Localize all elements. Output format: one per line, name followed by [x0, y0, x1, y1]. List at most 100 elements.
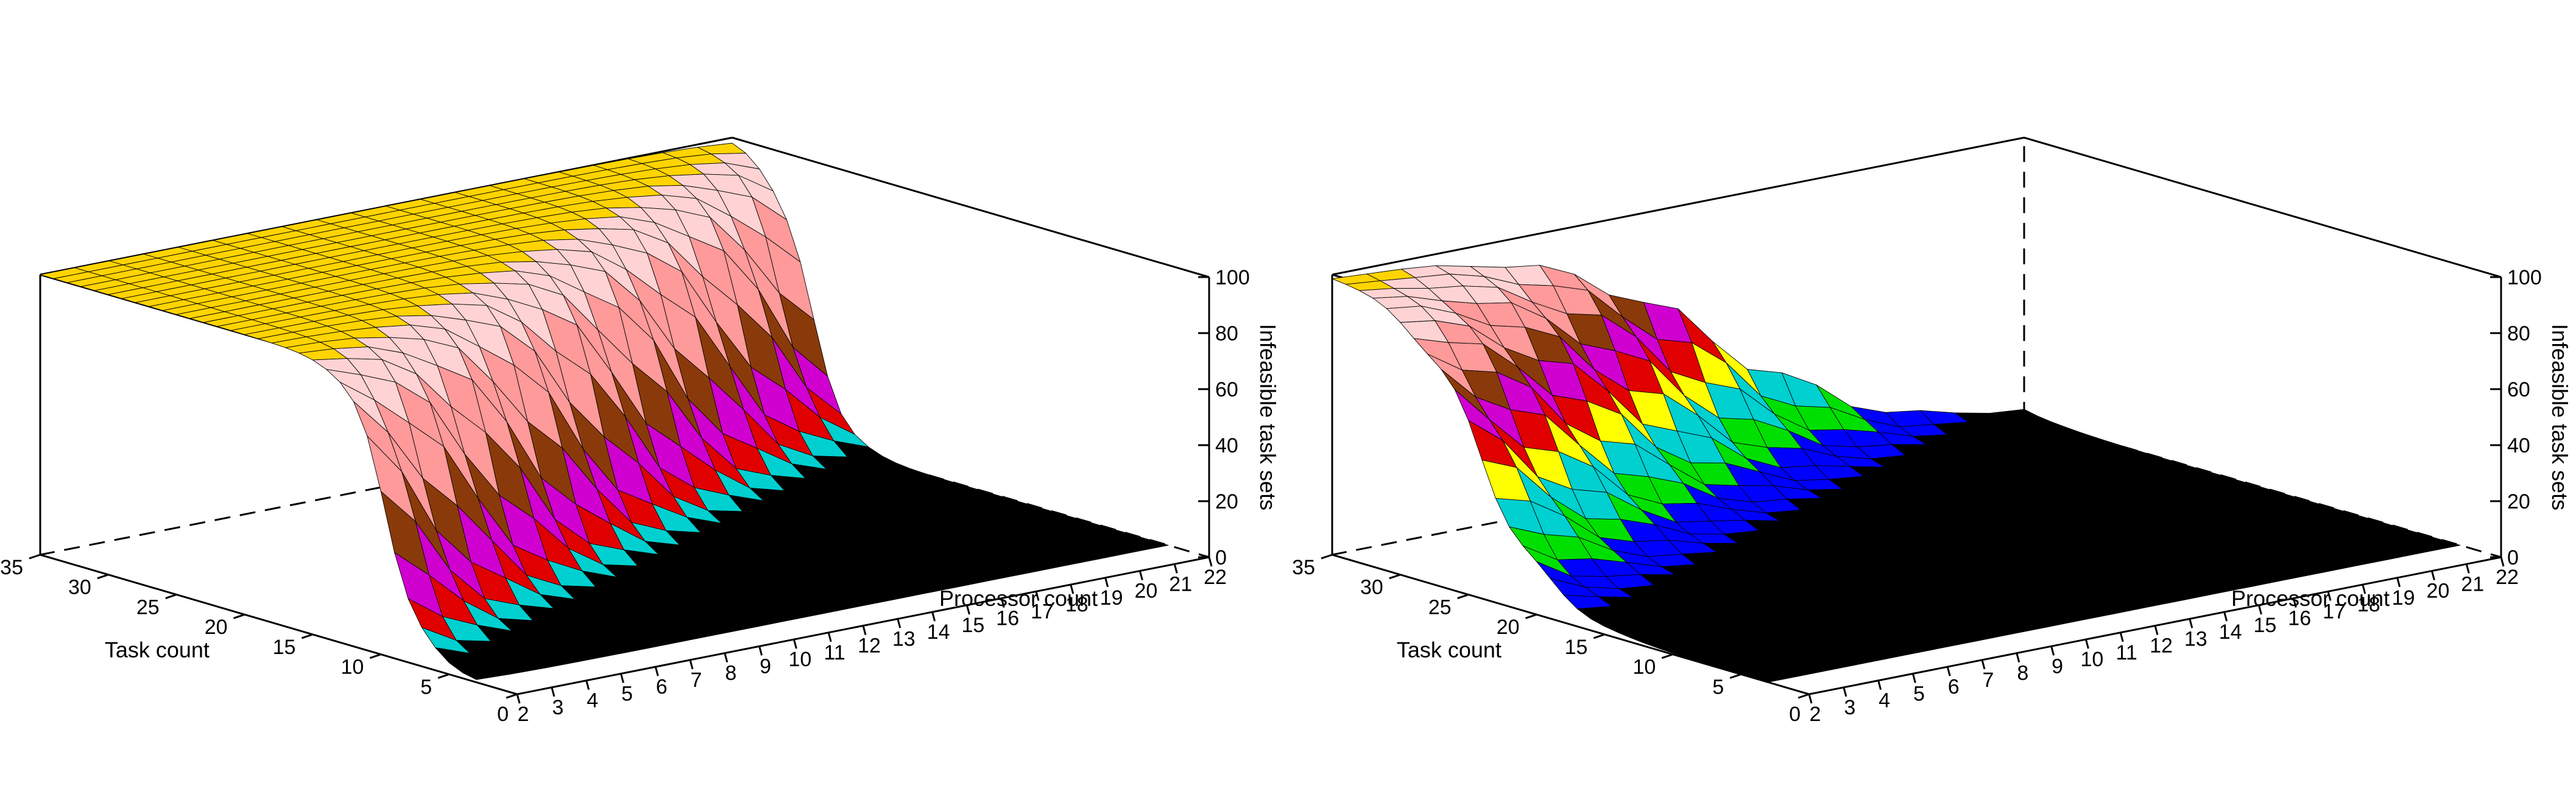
x-tick	[827, 632, 832, 642]
x-tick-label: 16	[2288, 607, 2311, 630]
x-tick	[1877, 680, 1882, 690]
x-tick	[1173, 563, 1178, 574]
y-axis-title: Task count	[1397, 638, 1501, 663]
origin-tick-label: 0	[497, 703, 509, 726]
x-tick-label: 3	[552, 696, 563, 719]
x-tick-label: 16	[996, 607, 1019, 630]
x-tick-label: 10	[788, 648, 811, 671]
origin-tick-label: 0	[1789, 703, 1801, 726]
y-tick	[1593, 633, 1605, 639]
y-tick-label: 10	[341, 656, 364, 679]
z-axis-title: Infeasible task sets	[1255, 324, 1280, 510]
x-tick-label: 17	[1031, 600, 1054, 623]
box-edge	[2024, 136, 2502, 278]
x-axis-ticks: 2 3 4 5 6 7 8 9 10 11 12 13 14 15 16 17 18 19 20 21 22	[1808, 557, 2519, 726]
x-tick	[2430, 571, 2435, 580]
z-tick-label: 60	[1215, 378, 1238, 401]
x-tick	[2362, 584, 2366, 594]
x-tick-label: 9	[760, 655, 771, 678]
z-tick-label: 0	[2507, 546, 2519, 569]
x-tick	[516, 694, 521, 704]
y-tick	[1457, 594, 1469, 599]
x-tick	[897, 618, 902, 628]
x-tick-label: 19	[2392, 586, 2415, 610]
z-tick-label: 0	[1215, 546, 1227, 569]
surface-plot-infeasible-right: 2 3 4 5 6 7 8 9 10 11 12 13 14 15 16 17 18 19 20 21 22510152…	[1292, 136, 2572, 726]
y-tick	[1321, 554, 1333, 560]
y-tick	[1729, 673, 1741, 679]
y-axis-line	[1332, 554, 1810, 695]
z-tick-label: 80	[1215, 322, 1238, 345]
x-tick	[551, 687, 556, 697]
x-tick-label: 6	[1948, 675, 1960, 698]
y-tick-label: 20	[1497, 616, 1520, 639]
x-tick-label: 22	[2496, 566, 2519, 589]
y-tick	[437, 673, 450, 679]
y-tick-label: 15	[273, 636, 296, 659]
z-tick-label: 100	[1215, 266, 1250, 289]
x-tick	[619, 673, 624, 683]
x-tick	[2016, 653, 2020, 663]
z-tick-label: 20	[2507, 490, 2530, 513]
x-tick	[2189, 618, 2193, 628]
x-tick-label: 5	[1913, 682, 1925, 705]
surface	[1332, 265, 2461, 683]
y-tick-label: 25	[1428, 596, 1452, 619]
x-tick	[758, 646, 763, 656]
surface	[40, 142, 1169, 680]
x-tick	[2084, 639, 2089, 649]
x-tick-label: 15	[2253, 614, 2276, 637]
y-tick	[165, 594, 177, 599]
x-tick	[862, 625, 867, 635]
x-tick-label: 4	[587, 689, 598, 712]
y-tick	[506, 693, 518, 699]
x-tick	[1843, 687, 1847, 697]
y-tick	[1798, 693, 1810, 699]
box-edge	[1332, 136, 2025, 276]
x-tick	[965, 605, 970, 615]
y-axis-line	[40, 554, 518, 695]
y-tick	[29, 554, 41, 560]
x-tick-label: 19	[1100, 586, 1123, 610]
x-tick-label: 7	[1983, 669, 1994, 692]
x-tick	[792, 639, 797, 649]
x-axis-ticks: 2 3 4 5 6 7 8 9 10 11 12 13 14 15 16 17 18 19 20 21 22	[516, 557, 1227, 726]
x-tick	[2327, 591, 2332, 601]
y-tick-label: 35	[1292, 556, 1315, 579]
y-tick-label: 35	[0, 556, 23, 579]
x-tick-label: 14	[927, 621, 950, 644]
x-tick-label: 21	[2461, 572, 2484, 596]
x-tick	[2119, 632, 2124, 642]
x-tick	[1035, 591, 1040, 601]
box-edge	[732, 136, 1210, 278]
y-axis-title: Task count	[105, 638, 210, 663]
x-tick	[931, 611, 936, 622]
y-tick-label: 25	[136, 596, 160, 619]
x-tick-label: 6	[656, 675, 668, 698]
z-tick-label: 60	[2507, 378, 2530, 401]
z-tick-label: 80	[2507, 322, 2530, 345]
y-tick-label: 5	[420, 675, 432, 698]
z-tick-label: 40	[1215, 434, 1238, 457]
x-tick-label: 22	[1204, 566, 1227, 589]
y-tick-label: 10	[1632, 656, 1656, 679]
x-tick-label: 18	[1065, 593, 1089, 616]
x-tick	[1981, 660, 1986, 670]
x-tick-label: 21	[1169, 572, 1192, 596]
x-tick-label: 11	[2116, 641, 2137, 664]
y-tick-label: 15	[1565, 636, 1588, 659]
x-tick-label: 4	[1879, 689, 1890, 712]
y-tick-label: 5	[1712, 675, 1724, 698]
x-tick-label: 9	[2052, 655, 2063, 678]
x-tick-label: 13	[2184, 627, 2207, 650]
x-tick	[1000, 598, 1005, 608]
z-tick-label: 100	[2507, 266, 2542, 289]
x-tick	[1138, 571, 1143, 580]
x-tick	[2500, 557, 2505, 567]
x-tick	[1208, 557, 1213, 567]
z-axis-ticks: 0 20 40 60 80 100	[2490, 266, 2542, 569]
x-tick	[2154, 625, 2159, 635]
z-axis-ticks: 0 20 40 60 80 100	[1198, 266, 1250, 569]
x-tick	[2292, 598, 2297, 608]
y-tick	[233, 613, 245, 619]
